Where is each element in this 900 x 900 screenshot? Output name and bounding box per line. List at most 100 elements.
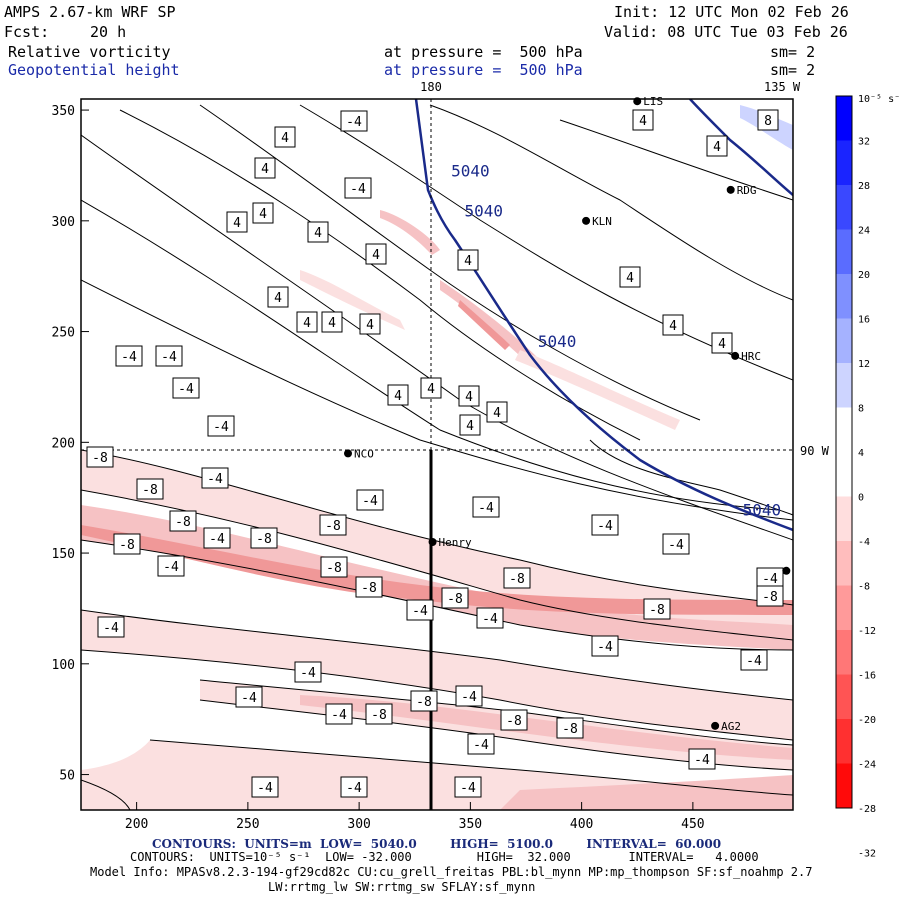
svg-text:-4: -4 — [257, 781, 273, 796]
colorbar-segment — [836, 452, 852, 497]
colorbar-segment — [836, 363, 852, 408]
svg-text:4: 4 — [233, 216, 241, 231]
svg-text:-4: -4 — [362, 494, 378, 509]
field1-smoothing: sm= 2 — [770, 43, 816, 61]
svg-text:4: 4 — [281, 131, 289, 146]
colorbar-tick-label: 16 — [858, 315, 870, 326]
svg-text:4: 4 — [372, 248, 380, 263]
station-marker: Henry — [428, 536, 472, 549]
svg-text:4: 4 — [314, 226, 322, 241]
svg-text:-4: -4 — [597, 640, 613, 655]
vorticity-contour-label: 4 — [420, 377, 442, 399]
colorbar-segment — [836, 274, 852, 319]
svg-text:4: 4 — [303, 316, 311, 331]
height-contour-info: CONTOURS: UNITS=m LOW= 5040.0 HIGH= 5100… — [152, 837, 722, 851]
model-info-line2: LW:rrtmg_lw SW:rrtmg_sw SFLAY:sf_mynn — [268, 880, 536, 894]
vorticity-contour-label: 4 — [307, 221, 329, 243]
svg-text:4: 4 — [493, 406, 501, 421]
vorticity-contour-label: -8 — [169, 510, 197, 532]
vorticity-contour-info: CONTOURS: UNITS=10⁻⁵ s⁻¹ LOW= -32.000 HI… — [130, 850, 759, 864]
svg-text:4: 4 — [394, 389, 402, 404]
svg-text:-4: -4 — [163, 560, 179, 575]
vorticity-contour-label: -4 — [325, 703, 353, 725]
vorticity-contour-label: -4 — [207, 415, 235, 437]
svg-text:-4: -4 — [207, 472, 223, 487]
vorticity-contour-label: 4 — [706, 135, 728, 157]
x-tick-label: 400 — [570, 817, 593, 832]
svg-text:4: 4 — [261, 162, 269, 177]
vorticity-contour-label: 8 — [757, 109, 779, 131]
station-name: LIS — [643, 95, 663, 108]
lon-label-135w: 135 W — [764, 80, 801, 94]
colorbar-tick-label: 4 — [858, 448, 864, 459]
svg-text:4: 4 — [328, 316, 336, 331]
vorticity-contour-label: 4 — [711, 332, 733, 354]
colorbar-segment — [836, 585, 852, 630]
vorticity-contour-label: -8 — [365, 703, 393, 725]
svg-text:4: 4 — [718, 337, 726, 352]
vorticity-contour-label: 4 — [226, 211, 248, 233]
vorticity-contour-label: -8 — [86, 446, 114, 468]
station-name: HRC — [741, 350, 761, 363]
vorticity-contour-label: 4 — [458, 385, 480, 407]
svg-text:-8: -8 — [447, 592, 463, 607]
valid-time: Valid: 08 UTC Tue 03 Feb 26 — [604, 23, 848, 41]
colorbar-tick-label: -16 — [858, 671, 876, 682]
svg-text:-4: -4 — [209, 532, 225, 547]
vorticity-contour-label: -8 — [136, 478, 164, 500]
vorticity-contour-label: -8 — [503, 567, 531, 589]
colorbar-segment — [836, 96, 852, 141]
vorticity-contour-label: -8 — [441, 587, 469, 609]
colorbar-segment — [836, 496, 852, 541]
vorticity-contour-label: -8 — [556, 717, 584, 739]
svg-text:-4: -4 — [241, 691, 257, 706]
x-tick-label: 200 — [125, 817, 148, 832]
svg-text:4: 4 — [366, 318, 374, 333]
svg-text:-4: -4 — [460, 781, 476, 796]
station-name: RDG — [737, 184, 757, 197]
forecast-value: 20 h — [90, 23, 127, 41]
vorticity-contour-label: -4 — [662, 533, 690, 555]
vorticity-contour-label: -4 — [455, 685, 483, 707]
svg-text:-8: -8 — [762, 590, 778, 605]
svg-text:4: 4 — [259, 207, 267, 222]
plot-frame — [80, 98, 794, 811]
vorticity-contour-label: -4 — [201, 467, 229, 489]
vorticity-contour-label: 4 — [387, 384, 409, 406]
y-tick-label: 100 — [52, 658, 75, 673]
stations: NCO Henry KLN RDG HRC AG2 LIS — [344, 95, 791, 733]
svg-text:-4: -4 — [331, 708, 347, 723]
model-info-line1: Model Info: MPASv8.2.3-194-gf29cd82c CU:… — [90, 865, 813, 879]
vorticity-contour-label: -4 — [251, 776, 279, 798]
colorbar-segment — [836, 541, 852, 586]
vorticity-contour-label: -4 — [235, 686, 263, 708]
svg-text:-8: -8 — [326, 561, 342, 576]
colorbar: 32 28 24 20 16 12 8 4 0 -4 -8 -12 -16 -20 -24 -28 -32 — [835, 95, 876, 860]
vorticity-contour-label: -4 — [115, 345, 143, 367]
vorticity-contour-label: -4 — [591, 514, 619, 536]
colorbar-segment — [836, 674, 852, 719]
svg-text:-4: -4 — [103, 621, 119, 636]
svg-text:-8: -8 — [371, 708, 387, 723]
colorbar-segment — [836, 140, 852, 185]
colorbar-segment — [836, 318, 852, 363]
vorticity-contour-label: -4 — [340, 110, 368, 132]
colorbar-tick-label: 0 — [858, 493, 864, 504]
vorticity-contour-label: 4 — [254, 157, 276, 179]
station-marker: HRC — [731, 350, 761, 363]
svg-text:4: 4 — [639, 114, 647, 129]
svg-text:4: 4 — [427, 382, 435, 397]
svg-text:-4: -4 — [161, 350, 177, 365]
svg-text:-4: -4 — [412, 604, 428, 619]
vorticity-contour-label: 4 — [632, 109, 654, 131]
colorbar-tick-label: 8 — [858, 404, 864, 415]
svg-text:-4: -4 — [461, 690, 477, 705]
colorbar-tick-label: -20 — [858, 715, 876, 726]
colorbar-tick-label: -28 — [858, 804, 876, 815]
vorticity-contour-label: -4 — [406, 599, 434, 621]
vorticity-contour-label: -4 — [756, 567, 784, 589]
svg-text:-8: -8 — [119, 538, 135, 553]
vorticity-contour-label: -4 — [476, 607, 504, 629]
vorticity-contour-label: 4 — [359, 313, 381, 335]
vorticity-contour-label: -4 — [740, 649, 768, 671]
